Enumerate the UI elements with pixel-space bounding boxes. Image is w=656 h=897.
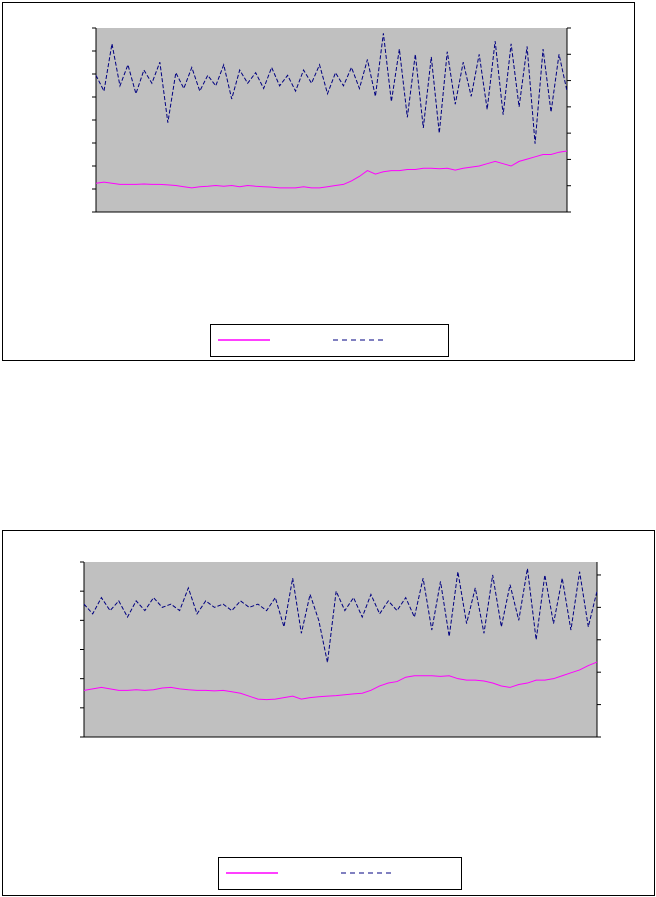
plot-area (84, 562, 597, 737)
plot-area (96, 28, 567, 212)
series-line (83, 661, 598, 701)
series-line (83, 568, 598, 663)
series-line (95, 150, 568, 189)
series-line (95, 33, 568, 144)
